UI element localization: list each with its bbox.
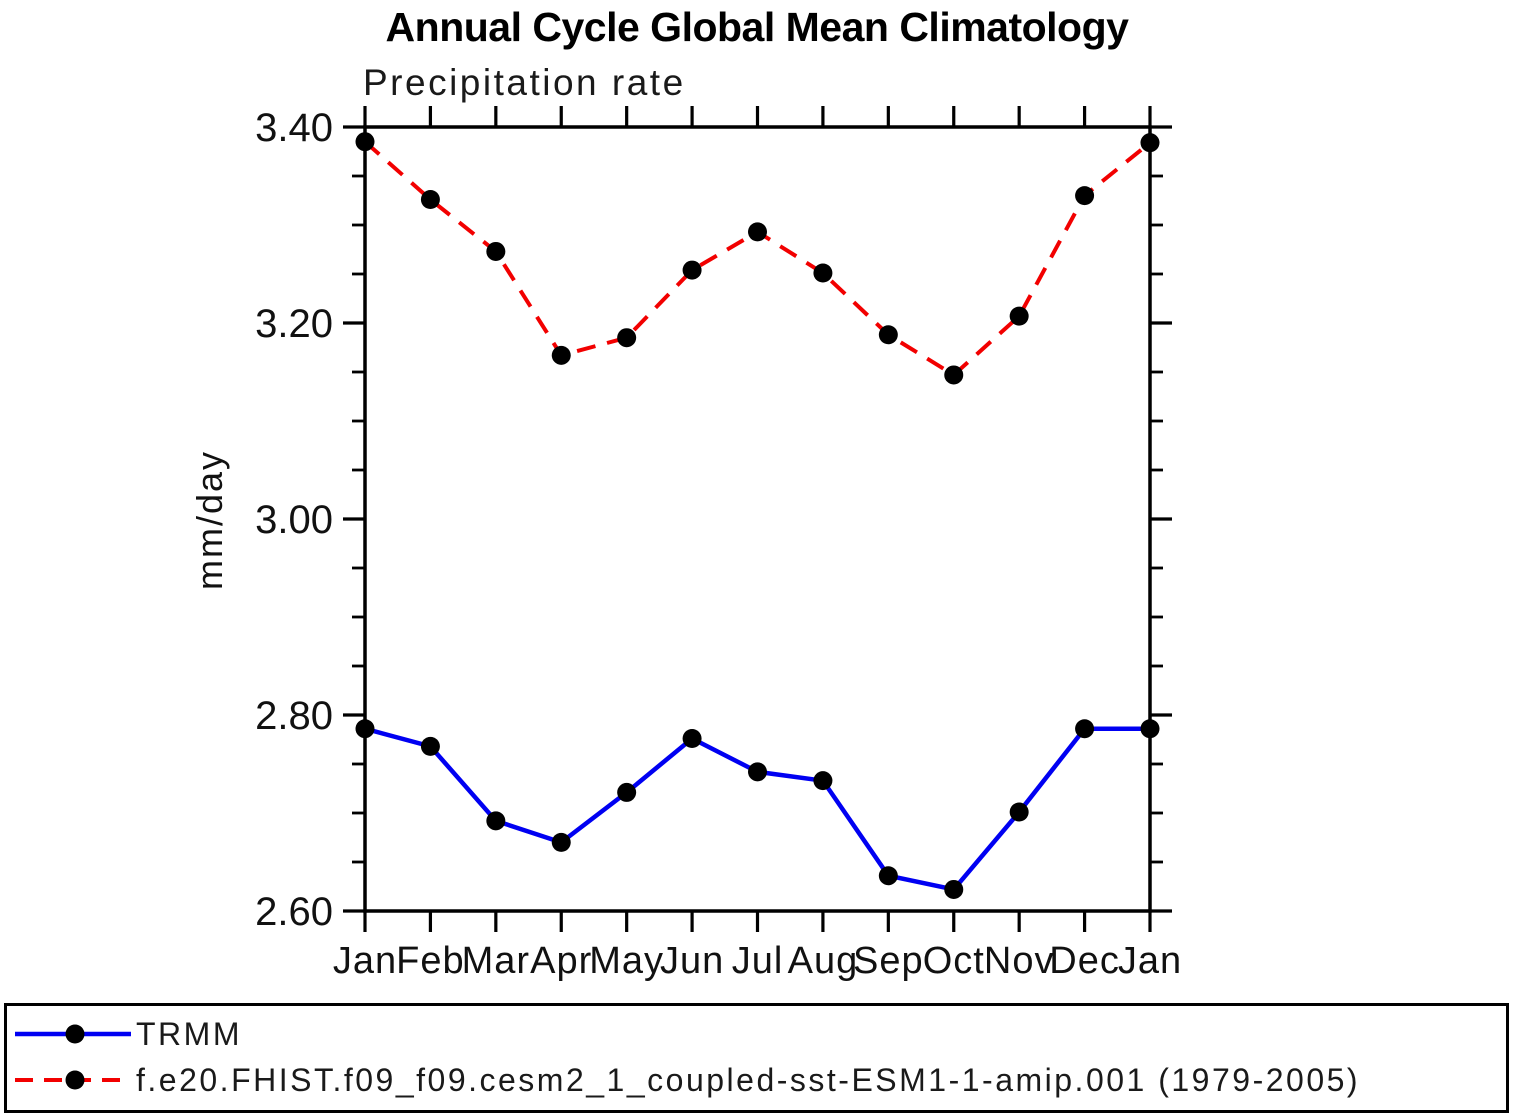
data-point-marker [748,762,767,782]
y-tick-label: 3.40 [255,106,333,150]
data-point-marker [682,260,702,280]
data-point-marker [355,719,375,739]
data-point-marker [420,736,440,756]
x-tick-label: Sep [853,940,924,982]
y-axis-title: mm/day [189,450,230,590]
data-point-marker [551,345,571,365]
legend-box: TRMM f.e20.FHIST.f09_f09.cesm2_1_coupled… [4,1003,1509,1113]
legend-entry-trmm: TRMM [13,1016,242,1052]
data-point-marker [1075,719,1095,739]
x-tick-label: Oct [923,940,985,982]
data-point-marker [682,729,702,749]
series-line-0 [364,726,1150,892]
y-tick-label: 3.20 [255,302,333,346]
data-point-marker [1140,133,1160,153]
legend-label-model: f.e20.FHIST.f09_f09.cesm2_1_coupled-sst-… [136,1061,1361,1098]
data-point-marker [1140,719,1160,739]
data-point-marker [944,879,964,899]
x-tick-label: Jan [333,940,397,982]
x-tick-label: Mar [462,940,530,982]
x-tick-label: Feb [396,940,464,982]
data-point-marker [420,190,440,210]
data-point-marker [878,866,898,886]
x-tick-label: Nov [984,940,1055,982]
legend-entry-model: f.e20.FHIST.f09_f09.cesm2_1_coupled-sst-… [13,1062,1360,1098]
y-tick-label: 3.00 [255,498,333,542]
data-point-marker [551,832,571,852]
data-point-marker [878,325,898,345]
data-point-marker [486,241,506,261]
x-tick-label: Dec [1049,940,1120,982]
legend-sample-line-trmm [15,1024,131,1044]
data-point-marker [1075,186,1095,206]
data-point-marker [617,782,637,802]
x-tick-label: Aug [788,940,859,982]
legend-label-trmm: TRMM [136,1015,242,1052]
data-point-marker [617,328,637,348]
x-tick-label: Apr [530,940,592,982]
data-point-marker [1009,306,1029,326]
x-tick-label: Jul [732,940,784,982]
x-tick-label: Jun [660,940,724,982]
y-tick-label: 2.80 [255,694,333,738]
data-point-marker [813,771,833,791]
y-tick-label: 2.60 [255,890,333,934]
legend-sample-line-model [15,1070,131,1090]
data-point-marker [748,222,767,242]
chart-title: Annual Cycle Global Mean Climatology [385,4,1129,50]
x-tick-label: May [589,940,664,982]
chart-subtitle: Precipitation rate [363,62,686,103]
data-point-marker [1009,802,1029,822]
data-point-marker [813,263,833,283]
legend-marker-dot [65,1070,85,1090]
x-tick-label: Jan [1118,940,1182,982]
data-point-marker [486,811,506,831]
data-point-marker [944,365,964,385]
series-line-1 [363,140,1152,378]
legend-marker-dot [65,1024,85,1044]
data-point-marker [355,132,375,152]
